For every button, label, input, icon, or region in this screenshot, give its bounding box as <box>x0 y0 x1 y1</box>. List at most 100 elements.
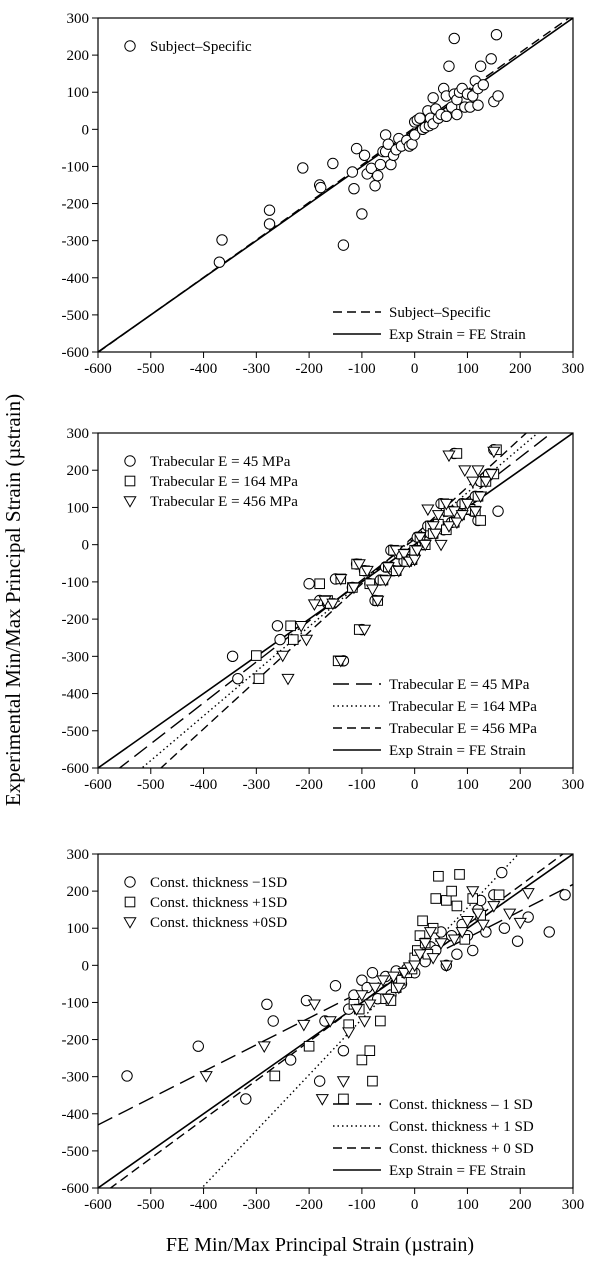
data-point <box>352 559 366 571</box>
data-point <box>323 1016 337 1028</box>
data-point <box>337 239 350 251</box>
plot-frame <box>97 432 574 769</box>
data-point <box>503 908 517 921</box>
data-point <box>479 476 493 489</box>
data-point <box>429 528 443 541</box>
data-point <box>443 60 455 72</box>
data-point <box>285 620 296 632</box>
y-tick-label: -100 <box>62 575 90 591</box>
x-tick-label: -100 <box>348 1197 376 1213</box>
data-point <box>431 510 446 522</box>
data-point <box>439 498 453 511</box>
legend-marker <box>124 475 136 487</box>
data-point <box>413 949 427 961</box>
data-point <box>492 505 504 517</box>
data-point <box>357 624 372 637</box>
legend-line-label: Subject–Specific <box>389 305 491 321</box>
x-tick-label: 100 <box>456 361 479 377</box>
legend-marker <box>123 496 137 508</box>
series-2 <box>269 869 505 1105</box>
y-tick-label: 0 <box>82 538 90 554</box>
data-point <box>284 1054 297 1066</box>
y-tick-label: 200 <box>67 48 90 64</box>
data-point <box>454 869 465 880</box>
data-point <box>240 1093 252 1105</box>
data-point <box>472 99 484 111</box>
data-point <box>346 166 359 178</box>
data-point <box>342 1027 356 1039</box>
data-point <box>347 582 361 595</box>
data-point <box>487 901 501 913</box>
x-tick-label: 0 <box>411 361 419 377</box>
x-tick-label: -300 <box>243 361 271 377</box>
data-point <box>257 1041 271 1053</box>
data-point <box>414 112 426 124</box>
data-point <box>358 149 371 162</box>
x-tick-label: -100 <box>348 361 376 377</box>
data-point <box>365 584 380 597</box>
data-point <box>263 204 276 216</box>
y-tick-label: -300 <box>62 234 90 250</box>
data-point <box>386 971 401 984</box>
y-tick-label: 100 <box>67 85 90 101</box>
chart-panel-3: -600 -500 -400 -300 -200 -100 0 100 200 300 -600 -5… <box>62 847 585 1213</box>
data-point <box>360 565 374 578</box>
data-point <box>474 491 488 504</box>
data-point <box>487 446 501 459</box>
y-tick-label: 200 <box>67 463 90 479</box>
data-point <box>543 926 555 938</box>
data-point <box>375 1015 386 1027</box>
legend-label: Const. thickness +1SD <box>150 895 287 911</box>
data-point <box>303 1040 315 1052</box>
y-tick-label: -400 <box>62 687 90 703</box>
y-tick-label: -100 <box>62 995 90 1011</box>
data-point <box>371 595 385 608</box>
data-point <box>498 922 511 934</box>
data-point <box>408 129 421 141</box>
data-point <box>334 655 348 668</box>
data-point <box>334 574 348 586</box>
data-point <box>213 256 226 268</box>
data-point <box>426 953 440 965</box>
series-3 <box>199 886 535 1106</box>
data-point <box>297 162 309 174</box>
data-point <box>446 885 457 897</box>
x-tick-label: 300 <box>562 361 585 377</box>
data-point <box>338 1093 349 1105</box>
data-point <box>314 578 325 590</box>
data-point <box>455 927 469 939</box>
x-tick-label: -200 <box>295 361 323 377</box>
legend-line-label: Const. thickness + 0 SD <box>389 1141 534 1157</box>
data-point <box>307 999 322 1012</box>
y-tick-label: -300 <box>62 1070 90 1086</box>
x-tick-label: -300 <box>243 777 271 793</box>
data-point <box>355 990 369 1002</box>
y-tick-label: -200 <box>62 197 90 213</box>
fit-line-2 <box>98 18 573 352</box>
x-tick-label: -200 <box>295 777 323 793</box>
data-point <box>287 634 299 645</box>
data-point <box>369 180 381 192</box>
legend-line-label: Const. thickness + 1 SD <box>389 1119 534 1135</box>
series-3 <box>276 446 501 686</box>
data-point <box>430 893 442 904</box>
data-point <box>315 1094 329 1106</box>
x-tick-label: -400 <box>190 1197 218 1213</box>
legend-line-label: Const. thickness – 1 SD <box>389 1097 533 1113</box>
y-tick-label: -600 <box>62 345 90 361</box>
data-point <box>492 90 504 102</box>
fit-lines <box>98 18 573 352</box>
data-point <box>348 183 360 195</box>
data-point <box>364 1045 376 1056</box>
data-point <box>441 895 452 906</box>
x-tick-label: -100 <box>348 777 376 793</box>
data-point <box>418 539 432 552</box>
data-point <box>274 633 286 646</box>
y-tick-label: 0 <box>82 122 90 138</box>
legend-label: Subject–Specific <box>150 39 252 55</box>
legend-line-label: Trabecular E = 45 MPa <box>389 677 530 693</box>
data-point <box>372 170 384 182</box>
legend-label: Const. thickness −1SD <box>150 875 287 891</box>
data-point <box>442 450 456 463</box>
